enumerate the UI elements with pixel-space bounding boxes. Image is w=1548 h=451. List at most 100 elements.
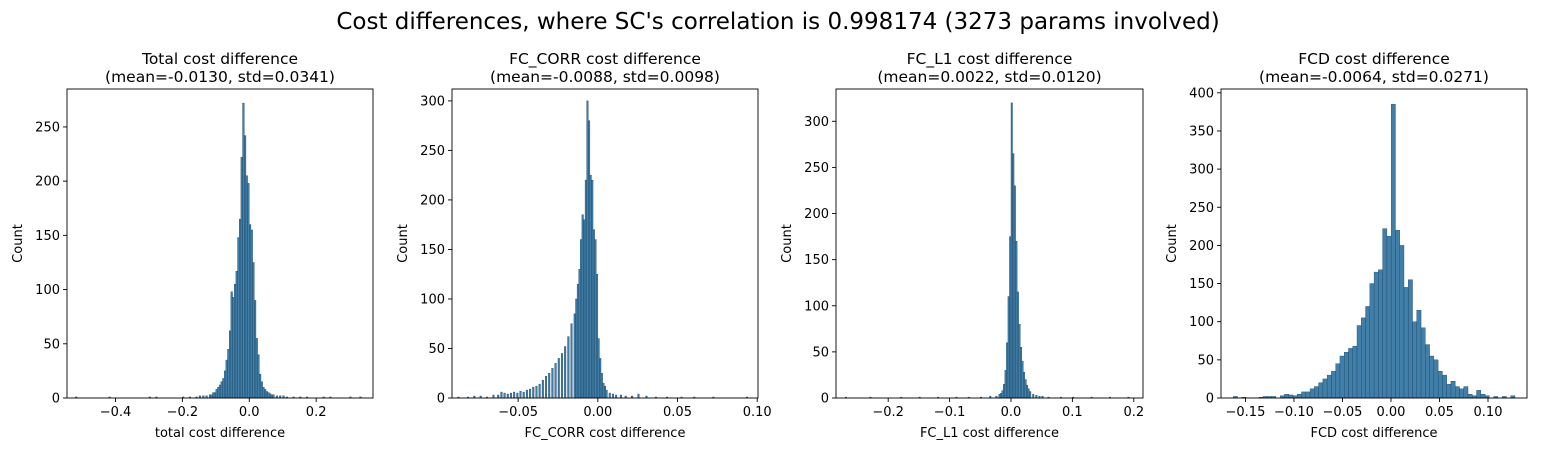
histogram-bar (222, 378, 225, 399)
y-tick-label: 400 (1189, 86, 1214, 101)
subplot-title: Total cost difference (141, 50, 298, 68)
histogram-bar (1318, 382, 1324, 399)
histogram-bar (503, 392, 506, 399)
histogram-bar (244, 135, 247, 399)
histogram-bar (1455, 386, 1460, 399)
histogram-bar (545, 376, 548, 399)
histogram-bar (1480, 393, 1486, 399)
histogram-bar (522, 391, 525, 399)
histogram-bar (594, 239, 597, 399)
x-axis-label: FCD cost difference (1310, 426, 1437, 441)
histogram-bar (519, 390, 522, 399)
axes-frame (1220, 88, 1528, 399)
histogram-bar (1003, 383, 1006, 399)
y-tick-label: 250 (35, 120, 60, 135)
histogram-bar (602, 382, 605, 399)
histogram-bar (1026, 384, 1029, 399)
histogram-bar (1012, 153, 1015, 399)
histogram-bar (1339, 355, 1345, 399)
subplot-title: FCD cost difference (1298, 50, 1450, 68)
histogram-bar (1369, 283, 1375, 399)
y-tick-label: 150 (804, 253, 829, 268)
histogram-bar (1425, 344, 1430, 399)
histogram-bar (580, 239, 583, 399)
y-tick-label: 150 (420, 243, 445, 258)
histogram-bar (247, 183, 250, 399)
x-tick-label: 0.10 (1474, 405, 1503, 420)
histogram-bar (220, 381, 223, 399)
axes-frame (451, 88, 759, 399)
histogram-bar (245, 175, 248, 399)
subplot-subtitle: (mean=0.0022, std=0.0120) (877, 68, 1101, 86)
y-tick-label: 150 (1189, 277, 1214, 292)
histogram-bar (249, 224, 252, 399)
histogram-bar (1027, 388, 1030, 399)
histogram-bar (1331, 371, 1336, 399)
histogram-bar (500, 391, 503, 399)
x-tick-label: −0.2 (167, 405, 199, 420)
histogram-bar (554, 363, 557, 399)
histogram-bar (581, 214, 584, 399)
subplot-subtitle: (mean=-0.0130, std=0.0341) (105, 68, 335, 86)
histogram-bar (1284, 393, 1289, 399)
histogram-bar (548, 373, 551, 399)
histogram-bar (239, 218, 242, 399)
axes-frame (66, 88, 374, 399)
histogram-bar (240, 157, 243, 399)
x-axis-label: total cost difference (155, 426, 285, 441)
histogram-bar (1412, 321, 1417, 399)
histogram-bar (257, 354, 260, 399)
histogram-bar (1390, 104, 1396, 399)
histogram-bar (599, 358, 602, 399)
subplot-4: −0.15 −0.10 −0.05 0.00 0.05 0.10 0 50 100 150 200 2… (1165, 50, 1528, 441)
histogram-bar (1018, 324, 1021, 399)
y-tick-label: 0 (821, 392, 829, 407)
histogram-bar (1309, 388, 1315, 399)
histogram-bar (560, 353, 563, 399)
x-tick-label: 0.1 (1062, 405, 1083, 420)
x-tick-label: 0.2 (306, 405, 327, 420)
histogram-bar (1433, 359, 1439, 399)
y-tick-label: 350 (1189, 124, 1214, 139)
histogram-bar (1361, 317, 1366, 399)
y-tick-label: 100 (1189, 315, 1214, 330)
subplot-subtitle: (mean=-0.0064, std=0.0271) (1259, 68, 1489, 86)
y-tick-label: 100 (420, 292, 445, 307)
y-axis-label: Count (11, 224, 26, 263)
histogram-bar (516, 392, 519, 399)
histogram-bar (230, 291, 233, 399)
histogram-bar (254, 300, 257, 399)
histogram-bar (570, 323, 573, 399)
histogram-bar (998, 394, 1001, 399)
x-tick-label: 0.05 (663, 405, 692, 420)
histogram-bar (255, 338, 258, 399)
histogram-bar (1476, 390, 1482, 399)
histogram-bar (1403, 287, 1409, 399)
axes-frame (835, 88, 1144, 399)
histogram-bar (235, 270, 238, 399)
histogram-bar (213, 392, 217, 399)
y-tick-label: 50 (428, 342, 445, 357)
histogram-bar (532, 386, 535, 399)
x-axis-label: FC_L1 cost difference (920, 426, 1059, 441)
y-tick-label: 250 (804, 161, 829, 176)
histogram-bar (1335, 363, 1341, 399)
histogram-bar (584, 179, 587, 399)
histogram-bar (1288, 394, 1294, 399)
histogram-bar (228, 330, 232, 399)
y-tick-label: 0 (1206, 392, 1214, 407)
histogram-bar (1348, 348, 1353, 399)
histogram-bar (557, 358, 560, 399)
histogram-bar (1010, 102, 1013, 399)
x-tick-label: −0.05 (1323, 405, 1363, 420)
histogram-bar (1004, 370, 1007, 399)
subplot-3: −0.2 −0.1 0.0 0.1 0.2 0 50 100 150 200 250 300 FC_L1… (780, 50, 1144, 441)
subplot-2: −0.05 0.00 0.05 0.10 0 50 100 150 200 250 300 FC_CO… (396, 50, 772, 441)
y-axis-label: Count (396, 224, 411, 263)
histogram-bar (1382, 228, 1388, 399)
histogram-bar (1463, 386, 1469, 399)
histogram-bar (1015, 240, 1018, 399)
histogram-bar (1344, 352, 1349, 399)
histogram-bar (605, 389, 608, 399)
